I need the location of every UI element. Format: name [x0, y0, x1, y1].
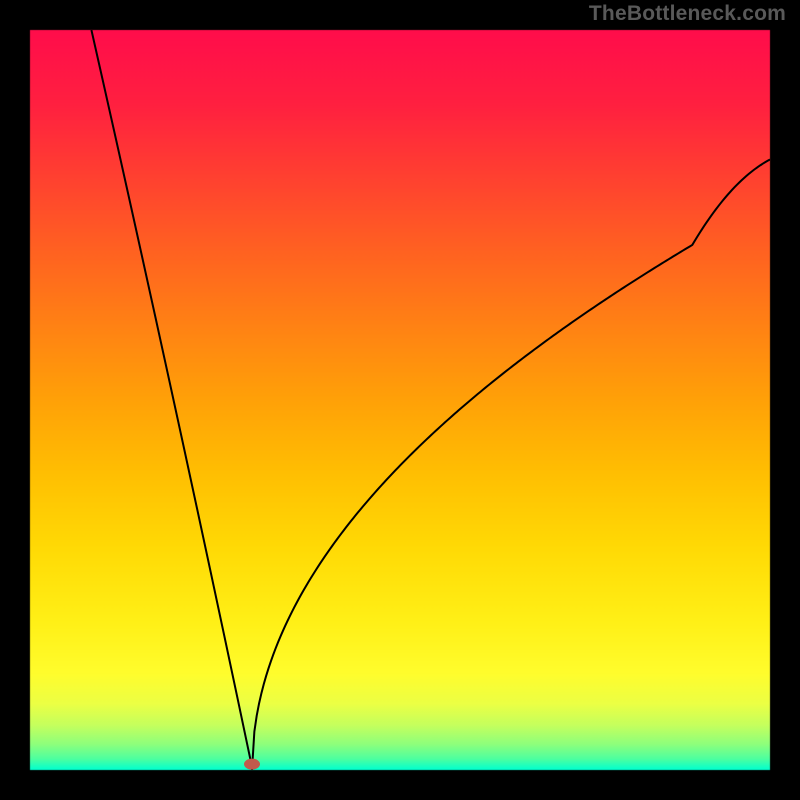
- gradient-canvas: [0, 0, 800, 800]
- attribution-text: TheBottleneck.com: [589, 2, 786, 26]
- chart-stage: TheBottleneck.com: [0, 0, 800, 800]
